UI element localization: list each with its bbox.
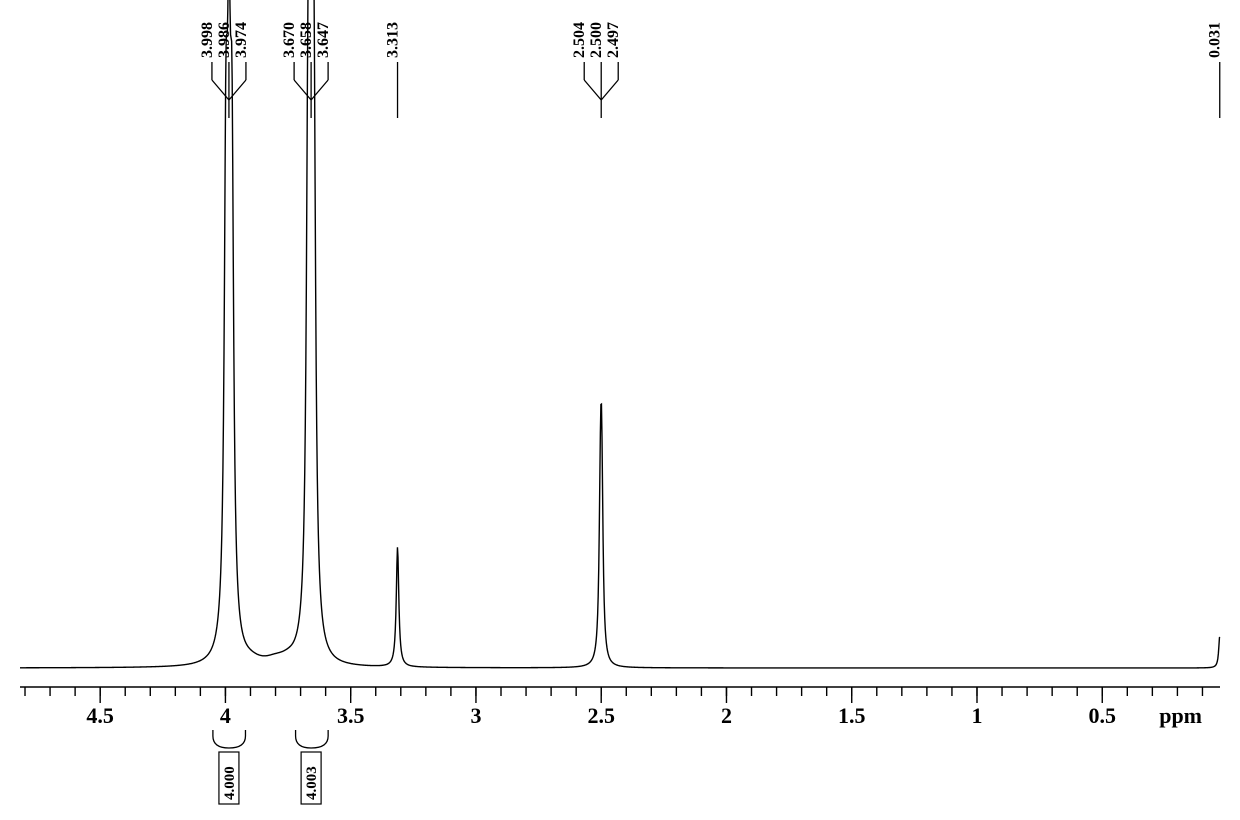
peak-ppm-label: 3.974 [233, 22, 250, 58]
x-tick-label: 1 [971, 703, 982, 728]
peak-ppm-label: 3.670 [281, 22, 298, 58]
peak-ppm-label: 0.031 [1207, 22, 1224, 58]
peak-ppm-label: 3.986 [216, 22, 233, 58]
peak-ppm-label: 3.658 [298, 22, 315, 58]
peak-ppm-label: 3.998 [199, 22, 216, 58]
peak-ppm-label: 3.313 [385, 22, 402, 58]
x-tick-label: 2.5 [587, 703, 615, 728]
x-axis-unit-label: ppm [1159, 703, 1202, 728]
x-tick-label: 3.5 [337, 703, 365, 728]
x-tick-label: 2 [721, 703, 732, 728]
integral-value-label: 4.003 [304, 766, 320, 800]
integral-bracket [296, 730, 329, 748]
peak-ppm-label: 2.504 [571, 22, 588, 58]
peak-label-bracket [584, 80, 601, 100]
integral-bracket [213, 730, 246, 748]
peak-ppm-label: 2.497 [605, 22, 622, 58]
peak-label-bracket [212, 80, 229, 100]
peak-label-bracket [311, 80, 328, 100]
peak-label-bracket [229, 80, 246, 100]
peak-label-bracket [601, 80, 618, 100]
peak-ppm-label: 2.500 [588, 22, 605, 58]
spectrum-trace [20, 0, 1220, 668]
x-tick-label: 0.5 [1089, 703, 1117, 728]
peak-label-bracket [294, 80, 311, 100]
nmr-spectrum-svg: 4.5 4 3.5 3 2.5 2 1.5 1 0.5 ppm 3.9983.9863.974 3.6… [0, 0, 1240, 820]
peak-ppm-label: 3.647 [315, 22, 332, 58]
x-tick-label: 3 [470, 703, 481, 728]
integral-value-label: 4.000 [222, 766, 238, 800]
x-tick-label: 1.5 [838, 703, 866, 728]
nmr-spectrum-container: { "chart": { "type": "nmr-spectrum", "wi… [0, 0, 1240, 820]
x-tick-label: 4 [220, 703, 231, 728]
x-tick-label: 4.5 [86, 703, 114, 728]
